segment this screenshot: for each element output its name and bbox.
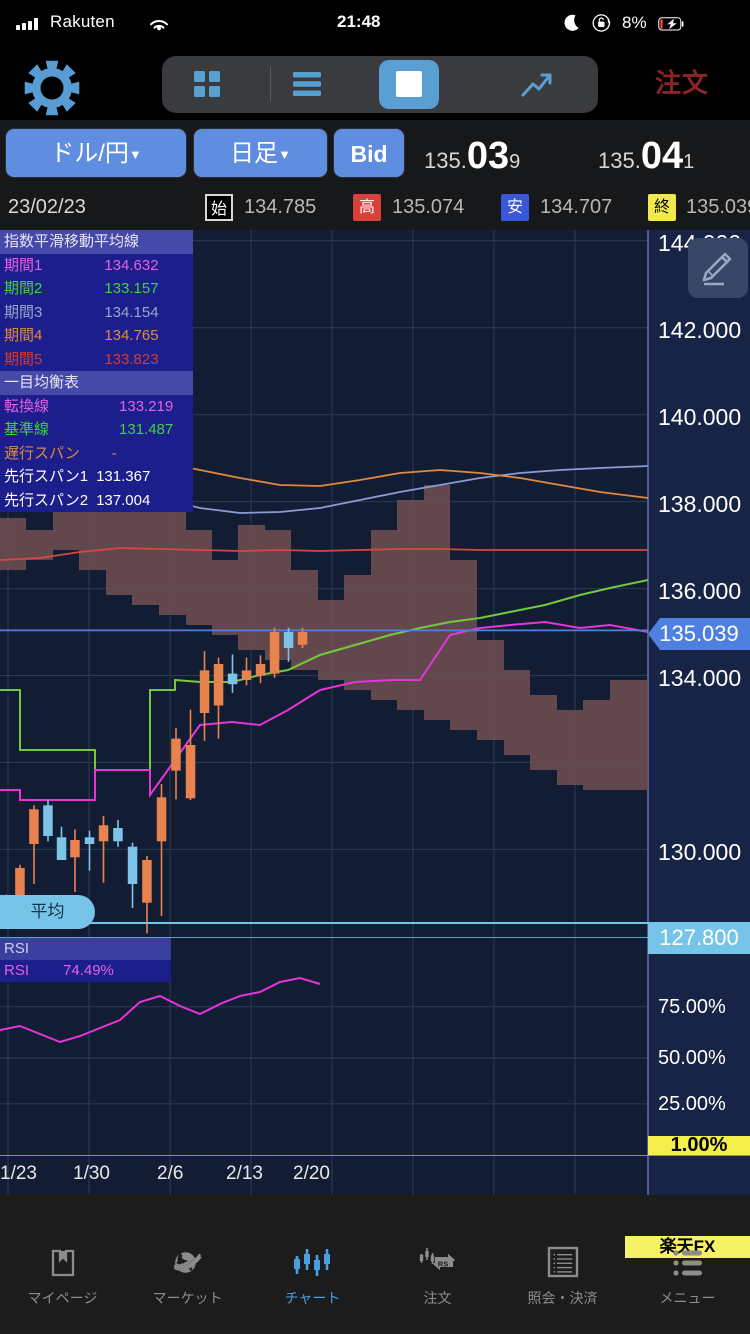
svg-text:RS: RS [437, 1260, 447, 1269]
